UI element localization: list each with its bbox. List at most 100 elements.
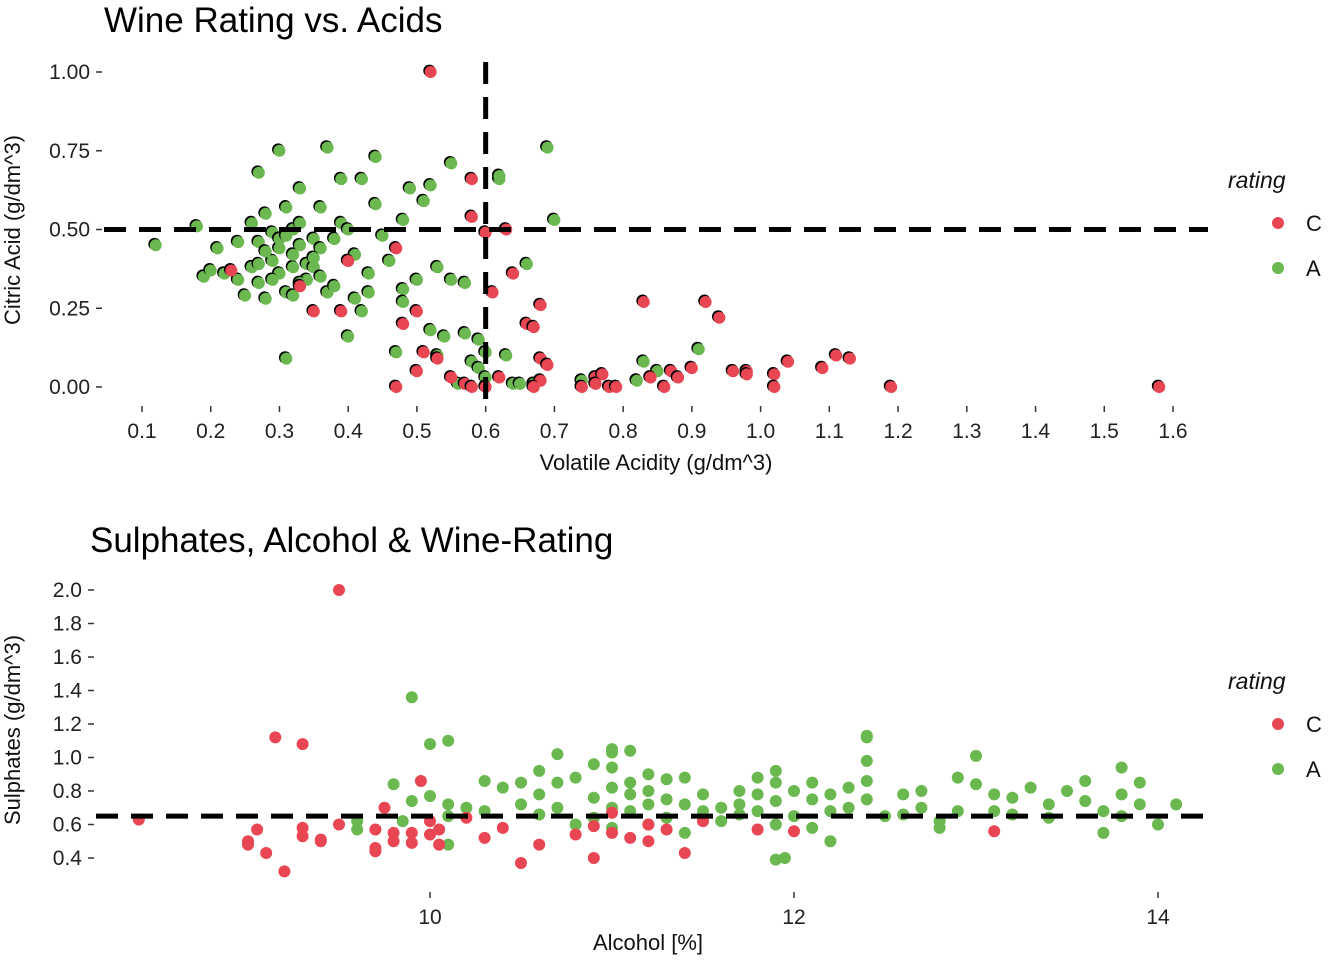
chart1-point-a [417,195,430,208]
chart2-point-a [751,771,764,784]
chart2-point-a [551,776,564,789]
chart1-points [148,64,1166,393]
chart2-point-a [569,771,582,784]
chart1-y-tick-label: 0.50 [49,219,90,242]
chart1-point-a [637,355,650,368]
chart1-point-a [520,258,533,271]
chart1-point-c [830,349,843,362]
chart1-point-a [397,283,410,296]
chart1-point-a [692,343,705,356]
chart1-point-a [369,151,382,164]
chart2-point-c [242,838,254,851]
chart1-point-c [713,311,726,324]
chart2-point-a [642,768,655,781]
chart2-point-a [769,818,782,831]
chart2-point-a [1097,805,1110,818]
chart2-point-a [424,790,436,803]
chart2-point-a [1079,795,1092,808]
chart2-point-c [296,821,309,834]
chart2-point-a [897,788,910,801]
chart2-point-a [1170,798,1183,811]
chart2-point-a [624,744,637,757]
chart2-point-a [1133,798,1146,811]
chart1-point-c [596,368,609,381]
chart1-y-tick-label: 0.25 [49,297,90,320]
chart2-point-c [405,826,418,839]
chart2-point-a [1133,776,1146,789]
chart2-point-a [478,774,491,787]
chart1-point-a [259,292,272,305]
chart2-point-a [970,778,982,791]
chart2-point-a [1097,826,1110,839]
chart1-legend-swatch-a [1272,262,1284,274]
chart2-legend: rating C A [1228,668,1322,782]
chart2-point-c [569,828,582,841]
chart1-x-tick-label: 1.6 [1158,420,1187,443]
chart1-point-c [658,381,671,393]
chart1-point-c [390,242,403,255]
chart2-point-a [405,691,418,704]
chart2-title: Sulphates, Alcohol & Wine-Rating [90,521,613,560]
chart2-point-a [733,785,746,797]
chart1-point-a [245,217,258,230]
chart1-y-tick-label: 1.00 [49,61,90,84]
chart2-point-a [842,781,855,794]
chart1-point-a [273,144,286,157]
chart1-x-tick-label: 0.2 [196,420,225,443]
chart1-point-a [390,346,403,359]
chart2-point-a [442,798,455,811]
chart2-point-a [678,798,691,811]
chart2-point-a [842,801,855,814]
chart1-point-a [445,157,458,170]
chart2-point-c [751,823,764,836]
chart2-point-a [587,758,600,771]
chart2-point-c [988,825,1001,838]
chart2-point-c [606,826,618,839]
chart2-point-a [515,798,527,811]
chart2-point-c [333,584,345,596]
chart1-point-c [445,371,458,384]
chart2-point-c [642,835,655,848]
chart2-point-a [860,793,873,806]
chart1-point-a [459,327,472,340]
chart1-point-a [424,179,437,192]
chart2-point-a [1115,788,1128,801]
chart1-point-c [1153,381,1166,393]
chart2-point-a [1079,774,1092,787]
chart2-point-a [551,748,564,761]
chart1-point-a [232,236,245,249]
chart1-point-a [431,261,444,274]
chart2-point-a [769,776,782,789]
chart1-point-a [376,229,389,242]
chart1-point-a [397,295,410,308]
chart2-x-tick-label: 12 [782,906,805,929]
chart1-point-a [287,261,300,274]
chart1-point-a [314,242,327,255]
chart2-y-tick-label: 0.4 [53,847,83,870]
chart2-point-a [751,788,764,801]
chart1-point-c [424,66,437,78]
chart2-point-a [860,729,873,742]
chart1-point-a [321,141,334,154]
chart2-point-a [387,778,400,791]
chart1-point-c [644,371,657,384]
chart2-point-a [824,788,837,801]
chart2-point-a [806,776,819,789]
chart1-point-c [672,371,685,384]
chart1-point-a [294,182,307,195]
chart2-point-c [260,846,273,859]
chart1-point-a [259,245,272,258]
chart2-point-a [970,749,982,762]
chart1-point-a [500,349,513,362]
chart2-x-axis-label: Alcohol [%] [593,930,703,955]
chart2-point-a [951,771,964,784]
chart1-point-c [431,352,444,365]
chart2-point-a [606,761,618,774]
chart1-point-a [273,242,286,255]
chart2-y-axis: 0.4 0.6 0.8 1.0 1.2 1.4 1.6 1.8 2.0 [53,579,94,870]
chart2-point-c [433,838,446,851]
chart1-point-c [493,371,506,384]
chart1-point-c [410,305,423,318]
chart1-point-a [342,330,355,343]
chart1-point-a [280,352,293,365]
